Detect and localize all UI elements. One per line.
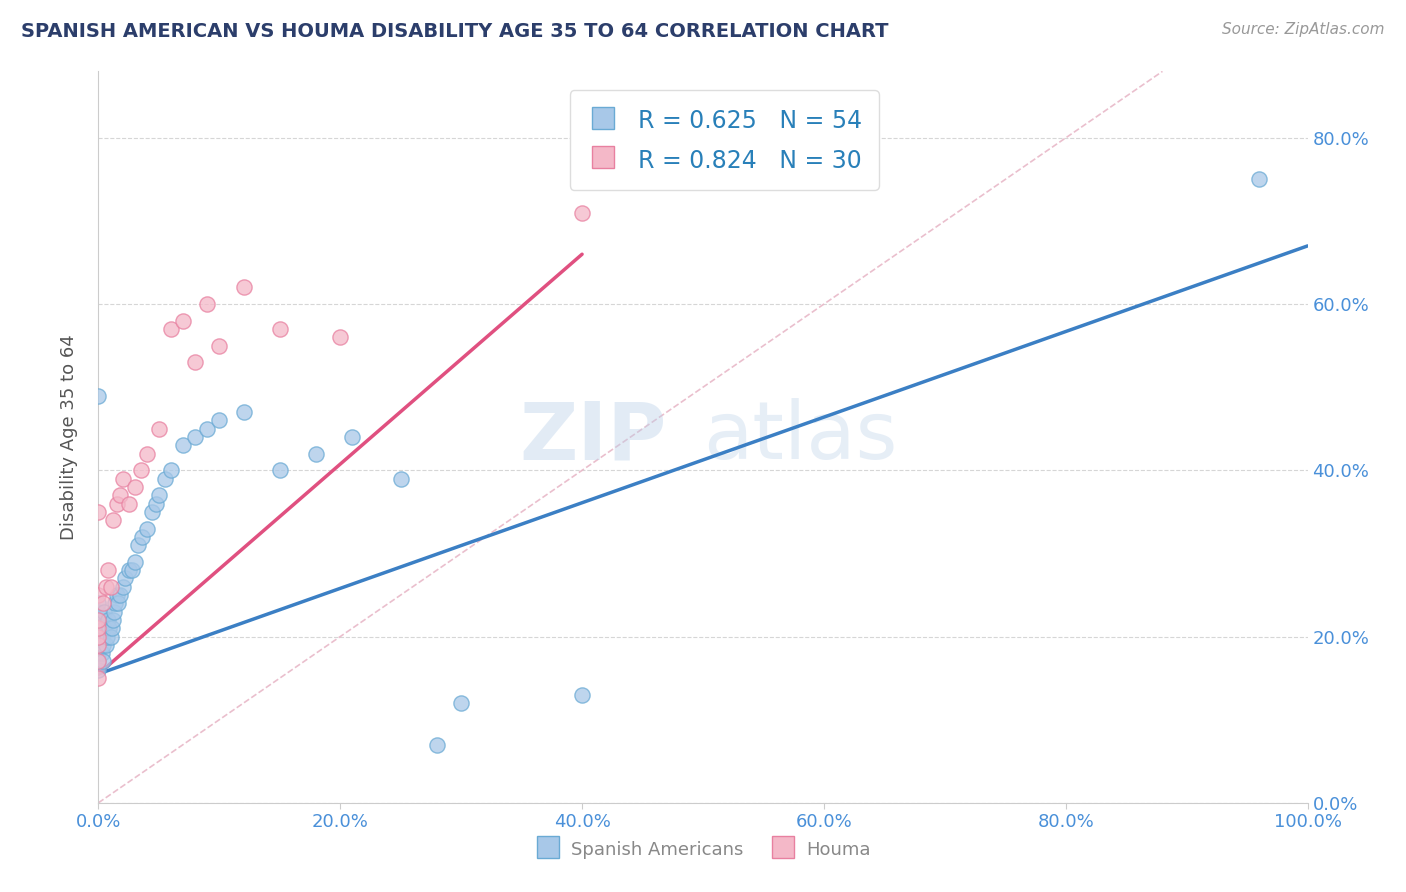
Point <box>153 472 176 486</box>
Point <box>269 463 291 477</box>
Point <box>111 580 134 594</box>
Point <box>94 580 117 594</box>
Text: atlas: atlas <box>703 398 897 476</box>
Point <box>105 497 128 511</box>
Point <box>100 580 122 594</box>
Point <box>121 563 143 577</box>
Text: Source: ZipAtlas.com: Source: ZipAtlas.com <box>1222 22 1385 37</box>
Point <box>87 621 110 635</box>
Point <box>87 630 110 644</box>
Text: SPANISH AMERICAN VS HOUMA DISABILITY AGE 35 TO 64 CORRELATION CHART: SPANISH AMERICAN VS HOUMA DISABILITY AGE… <box>21 22 889 41</box>
Point <box>87 596 110 610</box>
Point <box>118 497 141 511</box>
Point <box>195 422 218 436</box>
Point <box>208 413 231 427</box>
Point <box>105 588 128 602</box>
Point <box>91 646 114 660</box>
Point <box>107 596 129 610</box>
Point <box>87 655 110 669</box>
Point <box>172 438 194 452</box>
Point <box>87 388 110 402</box>
Point <box>1249 172 1271 186</box>
Point <box>98 621 121 635</box>
Point <box>87 605 110 619</box>
Point <box>87 588 110 602</box>
Point <box>129 463 152 477</box>
Point <box>108 488 131 502</box>
Point <box>101 613 124 627</box>
Point <box>87 630 110 644</box>
Point <box>100 621 122 635</box>
Text: ZIP: ZIP <box>519 398 666 476</box>
Point <box>450 696 472 710</box>
Point <box>87 655 110 669</box>
Point <box>111 472 134 486</box>
Point <box>93 605 115 619</box>
Point <box>184 430 207 444</box>
Y-axis label: Disability Age 35 to 64: Disability Age 35 to 64 <box>59 334 77 540</box>
Point <box>118 563 141 577</box>
Point <box>329 330 352 344</box>
Point <box>104 596 127 610</box>
Point <box>101 513 124 527</box>
Point <box>269 322 291 336</box>
Point <box>87 613 110 627</box>
Point <box>97 613 120 627</box>
Point <box>160 463 183 477</box>
Point <box>571 688 593 702</box>
Point <box>93 621 115 635</box>
Point <box>87 638 110 652</box>
Point <box>208 338 231 352</box>
Point <box>232 405 254 419</box>
Point <box>135 447 157 461</box>
Point <box>426 738 449 752</box>
Point <box>145 497 167 511</box>
Point <box>127 538 149 552</box>
Point <box>87 646 110 660</box>
Point <box>148 422 170 436</box>
Point <box>131 530 153 544</box>
Point <box>87 663 110 677</box>
Point <box>91 596 114 610</box>
Point <box>571 205 593 219</box>
Point <box>389 472 412 486</box>
Point <box>160 322 183 336</box>
Point <box>87 638 110 652</box>
Point <box>96 630 118 644</box>
Point <box>195 297 218 311</box>
Point <box>305 447 328 461</box>
Point <box>91 638 114 652</box>
Point <box>87 505 110 519</box>
Point <box>87 621 110 635</box>
Point <box>94 638 117 652</box>
Point <box>87 671 110 685</box>
Point <box>232 280 254 294</box>
Point <box>87 613 110 627</box>
Point <box>91 630 114 644</box>
Point <box>135 521 157 535</box>
Point <box>114 571 136 585</box>
Point <box>124 480 146 494</box>
Point <box>91 655 114 669</box>
Legend: Spanish Americans, Houma: Spanish Americans, Houma <box>527 831 879 867</box>
Point <box>184 355 207 369</box>
Point <box>97 563 120 577</box>
Point <box>141 505 163 519</box>
Point <box>124 555 146 569</box>
Point <box>342 430 364 444</box>
Point <box>108 588 131 602</box>
Point <box>103 605 125 619</box>
Point <box>148 488 170 502</box>
Point <box>100 630 122 644</box>
Point <box>172 314 194 328</box>
